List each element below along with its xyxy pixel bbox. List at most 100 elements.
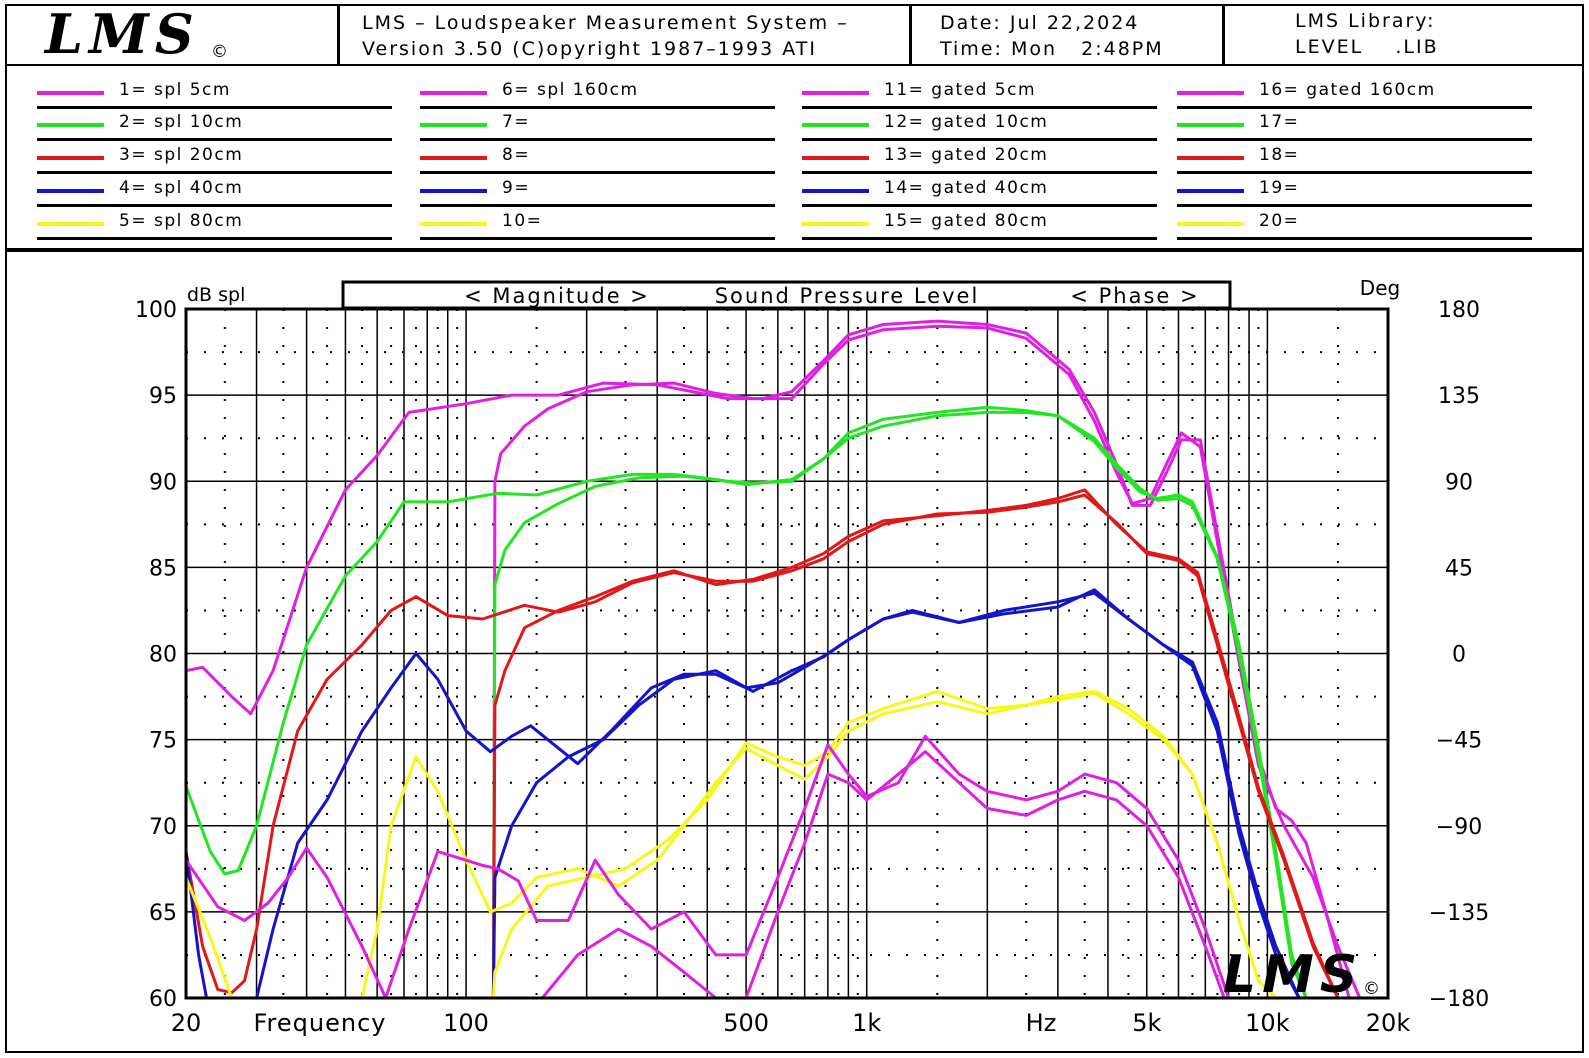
library-label: LMS Library: (1295, 10, 1436, 32)
legend-underline (420, 106, 775, 109)
x-tick-label: 100 (443, 1009, 489, 1037)
legend-item: 3= spl 20cm (37, 143, 392, 175)
legend-label: 1= spl 5cm (119, 80, 231, 100)
logo-cell: LMS © (7, 2, 340, 66)
legend-underline (420, 138, 775, 141)
program-title: LMS – Loudspeaker Measurement System – (362, 12, 849, 34)
grid-layer (185, 308, 1389, 999)
date-text: Date: Jul 22,2024 (940, 12, 1140, 34)
y-right-tick-label: −45 (1436, 729, 1482, 754)
legend-item: 20= (1177, 209, 1532, 241)
legend-swatch (37, 123, 104, 127)
legend-underline (802, 138, 1157, 141)
legend-item: 12= gated 10cm (802, 110, 1157, 142)
program-version: Version 3.50 (C)opyright 1987–1993 ATI (362, 38, 817, 60)
legend-label: 18= (1259, 145, 1300, 165)
y-right-axis-label: Deg (1360, 276, 1400, 300)
y-tick-label: 60 (149, 987, 177, 1012)
legend-swatch (1177, 189, 1244, 193)
x-tick-label: 20 (171, 1009, 202, 1037)
library-cell: LMS Library: LEVEL .LIB (1225, 6, 1582, 64)
y-right-tick-label: 0 (1452, 643, 1466, 668)
legend-label: 5= spl 80cm (119, 211, 244, 231)
legend-item: 8= (420, 143, 775, 175)
legend-underline (1177, 171, 1532, 174)
y-right-tick-label: −90 (1436, 815, 1482, 840)
title-part: < Magnitude > (464, 284, 650, 308)
x-tick-label: 1k (852, 1009, 881, 1037)
y-tick-label: 75 (149, 729, 177, 754)
legend-underline (37, 204, 392, 207)
y-right-tick-label: 45 (1445, 556, 1473, 581)
legend-swatch (802, 222, 869, 226)
y-axis-label: dB spl (187, 284, 245, 306)
legend-underline (1177, 204, 1532, 207)
legend-label: 10= (502, 211, 543, 231)
legend-swatch (37, 189, 104, 193)
legend-swatch (802, 91, 869, 95)
legend-swatch (1177, 156, 1244, 160)
legend-underline (802, 237, 1157, 240)
lms-logo: LMS (45, 2, 200, 66)
y-right-tick-label: 135 (1438, 384, 1480, 409)
legend-item: 1= spl 5cm (37, 78, 392, 110)
legend-label: 16= gated 160cm (1259, 80, 1436, 100)
info-header: LMS © LMS – Loudspeaker Measurement Syst… (5, 2, 1584, 66)
x-tick-label: 500 (723, 1009, 769, 1037)
legend-underline (1177, 138, 1532, 141)
legend-swatch (37, 156, 104, 160)
legend-label: 2= spl 10cm (119, 112, 244, 132)
legend-label: 20= (1259, 211, 1300, 231)
y-tick-label: 95 (149, 384, 177, 409)
x-tick-label: 5k (1132, 1009, 1161, 1037)
axis-layer: 100 95 90 85 80 75 70 65 60 180 135 90 45 0 −45 −90 −135… (135, 276, 1489, 1037)
y-tick-label: 80 (149, 643, 177, 668)
title-part: < Phase > (1070, 284, 1199, 308)
legend-swatch (420, 123, 487, 127)
legend-label: 11= gated 5cm (884, 80, 1037, 100)
y-tick-label: 85 (149, 556, 177, 581)
y-right-tick-label: 180 (1438, 298, 1480, 323)
x-unit-label: Hz (1026, 1009, 1057, 1037)
legend-item: 17= (1177, 110, 1532, 142)
legend-swatch (802, 189, 869, 193)
legend-swatch (37, 91, 104, 95)
legend-underline (802, 171, 1157, 174)
legend-swatch (420, 91, 487, 95)
legend-label: 15= gated 80cm (884, 211, 1049, 231)
y-right-tick-label: −180 (1429, 987, 1489, 1012)
legend-label: 8= (502, 145, 531, 165)
legend-item: 18= (1177, 143, 1532, 175)
legend-item: 7= (420, 110, 775, 142)
legend-item: 6= spl 160cm (420, 78, 775, 110)
legend-underline (420, 204, 775, 207)
curve-line (491, 591, 1301, 1000)
y-right-tick-label: 90 (1445, 470, 1473, 495)
legend-item: 5= spl 80cm (37, 209, 392, 241)
legend-item: 9= (420, 176, 775, 208)
legend-swatch (802, 156, 869, 160)
legend-label: 4= spl 40cm (119, 178, 244, 198)
program-info-cell: LMS – Loudspeaker Measurement System – V… (340, 6, 912, 64)
x-tick-label: 10k (1245, 1009, 1290, 1037)
curve-line (491, 324, 1362, 1000)
curve-line (491, 488, 1340, 1000)
copyright-mark: © (211, 42, 228, 62)
curve-line (491, 405, 1308, 1000)
curve-legend: 1= spl 5cm 2= spl 10cm 3= spl 20cm 4= spl 4… (5, 66, 1584, 250)
time-text: Time: Mon 2:48PM (940, 38, 1164, 60)
curve-line (184, 691, 1278, 1000)
legend-underline (420, 171, 775, 174)
title-part: Sound Pressure Level (715, 284, 980, 308)
curves-layer (184, 319, 1362, 1000)
legend-swatch (420, 156, 487, 160)
datetime-cell: Date: Jul 22,2024 Time: Mon 2:48PM (912, 6, 1225, 64)
legend-swatch (1177, 91, 1244, 95)
legend-item: 10= (420, 209, 775, 241)
legend-underline (1177, 106, 1532, 109)
legend-label: 19= (1259, 178, 1300, 198)
legend-underline (802, 106, 1157, 109)
y-tick-label: 70 (149, 815, 177, 840)
legend-underline (37, 171, 392, 174)
legend-item: 4= spl 40cm (37, 176, 392, 208)
